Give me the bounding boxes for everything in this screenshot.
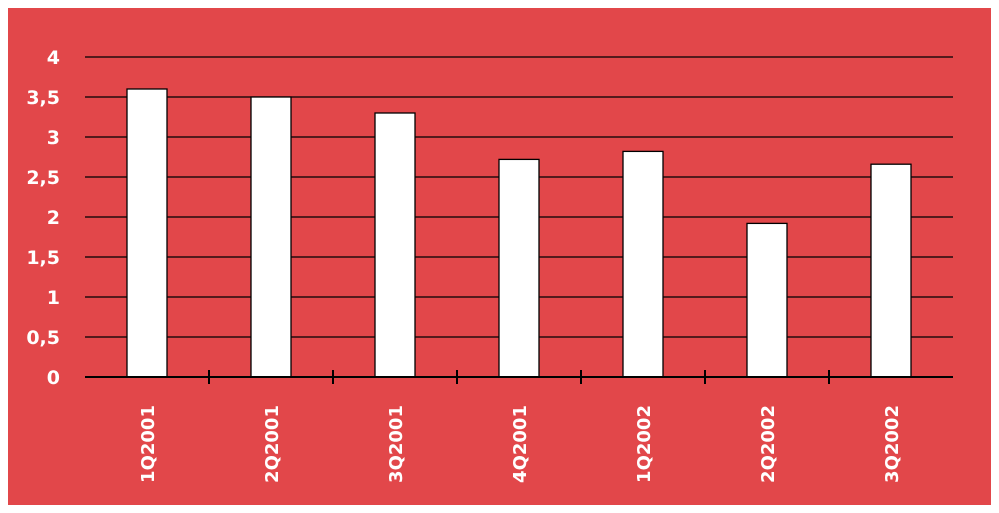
y-tick-label: 4 (47, 47, 60, 69)
y-axis-ticks: 0 0,5 1 1,5 2 2,5 3 3,5 4 (26, 47, 60, 389)
x-tick-label: 2Q2001 (262, 405, 283, 483)
bar (250, 96, 292, 378)
x-tick-label: 1Q2002 (634, 405, 655, 483)
y-tick-label: 1 (47, 287, 60, 309)
x-axis (85, 370, 953, 384)
y-tick-label: 0 (47, 367, 60, 389)
chart-container: 0 0,5 1 1,5 2 2,5 3 3,5 4 1Q2001 2Q2001 3Q2001 4Q20… (8, 8, 991, 505)
y-tick-label: 3,5 (26, 87, 60, 109)
x-tick-label: 2Q2002 (758, 405, 779, 483)
bar (374, 112, 416, 378)
bar (746, 222, 788, 378)
x-axis-ticks: 1Q2001 2Q2001 3Q2001 4Q2001 1Q2002 2Q2002 3Q20… (138, 405, 903, 483)
y-tick-label: 1,5 (26, 247, 60, 269)
y-tick-label: 2 (47, 207, 60, 229)
bar (126, 88, 168, 378)
x-tick-label: 3Q2001 (386, 405, 407, 483)
x-tick-label: 4Q2001 (510, 405, 531, 483)
bar (498, 158, 540, 378)
bars (126, 88, 912, 378)
bar (622, 150, 664, 378)
bar (870, 163, 912, 378)
y-tick-label: 3 (47, 127, 60, 149)
bar-chart: 0 0,5 1 1,5 2 2,5 3 3,5 4 1Q2001 2Q2001 3Q2001 4Q20… (8, 8, 991, 505)
y-tick-label: 0,5 (26, 327, 60, 349)
x-tick-label: 1Q2001 (138, 405, 159, 483)
x-tick-label: 3Q2002 (882, 405, 903, 483)
y-tick-label: 2,5 (26, 167, 60, 189)
